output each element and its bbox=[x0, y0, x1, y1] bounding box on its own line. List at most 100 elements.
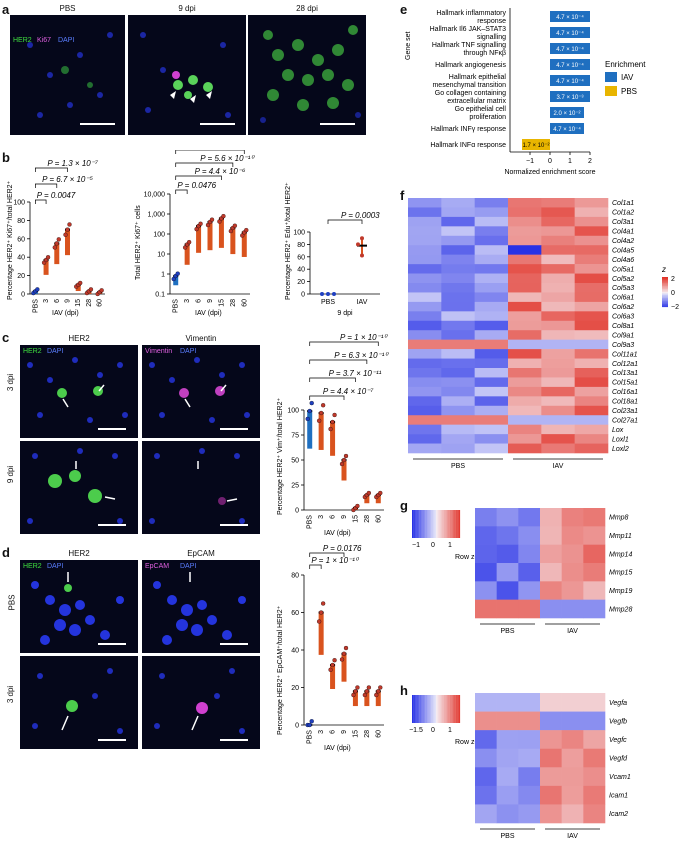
legend-gradient bbox=[662, 280, 668, 282]
panel-e-chart: −1 0 1 2 4.7 × 10⁻⁴ Hallmark inflammatoryresp… bbox=[405, 8, 646, 175]
micrograph-d-her2-pbs: HER2 DAPI bbox=[20, 560, 138, 653]
category-label: response bbox=[477, 18, 506, 25]
legend-gradient bbox=[431, 510, 433, 538]
row-label: Col27a1 bbox=[612, 417, 638, 424]
micrograph-a-pbs: HER2 Ki67 DAPI bbox=[10, 15, 125, 135]
heatmap-cell bbox=[474, 386, 509, 397]
heatmap-cell bbox=[518, 711, 541, 731]
y-axis-label: Percentage HER2⁺ Edu⁺/total HER2⁺ bbox=[285, 182, 292, 300]
heatmap-cell bbox=[574, 320, 609, 331]
legend-gradient bbox=[415, 510, 417, 538]
heatmap-cell bbox=[508, 424, 542, 435]
legend-gradient bbox=[422, 510, 425, 538]
category-label: mesenchymal transition bbox=[432, 82, 506, 89]
heatmap-cell bbox=[518, 544, 541, 564]
legend-gradient bbox=[438, 510, 440, 538]
heatmap-cell bbox=[574, 339, 609, 350]
p-value: P = 5.6 × 10⁻¹⁰ bbox=[200, 154, 255, 163]
row-label: Icam2 bbox=[609, 811, 628, 818]
p-value: P = 4.4 × 10⁻⁶ bbox=[195, 167, 247, 176]
data-point bbox=[332, 658, 337, 663]
heatmap-cell bbox=[508, 349, 542, 359]
data-point bbox=[45, 255, 51, 260]
legend-gradient bbox=[412, 695, 414, 723]
legend-tick: 1 bbox=[448, 727, 452, 734]
heatmap-cell bbox=[474, 311, 509, 322]
heatmap-cell bbox=[541, 283, 575, 293]
bar-label: 4.7 × 10⁻⁴ bbox=[553, 126, 581, 133]
heatmap-cell bbox=[474, 264, 509, 274]
heatmap-cell bbox=[474, 245, 509, 255]
heatmap-cell bbox=[441, 424, 475, 435]
data-point bbox=[78, 280, 83, 286]
group-label: PBS bbox=[500, 628, 514, 635]
bar bbox=[550, 59, 590, 70]
heatmap-cell bbox=[541, 339, 575, 350]
heatmap-cell bbox=[508, 198, 542, 208]
bar bbox=[550, 91, 590, 102]
y-axis-label: Percentage HER2⁺ Vim⁺/total HER2⁺ bbox=[277, 398, 284, 515]
y-tick-label: 60 bbox=[17, 236, 25, 243]
heatmap-cell bbox=[408, 368, 442, 378]
row-label: Col5a2 bbox=[612, 276, 634, 283]
heatmap-cell bbox=[441, 292, 475, 303]
legend-gradient bbox=[454, 510, 456, 538]
group-label: PBS bbox=[500, 833, 514, 840]
heatmap-cell bbox=[508, 377, 542, 388]
y-tick-label: 100 bbox=[293, 230, 305, 237]
y-tick-label: 10 bbox=[157, 252, 165, 259]
x-tick-label: IAV bbox=[357, 299, 368, 306]
data-point bbox=[67, 222, 72, 227]
heatmap-cell bbox=[475, 563, 497, 582]
heatmap-cell bbox=[541, 273, 575, 284]
heatmap-cell bbox=[518, 581, 541, 600]
heatmap-cell bbox=[474, 283, 509, 293]
legend-gradient bbox=[433, 695, 435, 723]
x-tick-label: PBS bbox=[321, 299, 335, 306]
micrograph-a-9dpi bbox=[128, 15, 246, 135]
data-point bbox=[209, 217, 215, 222]
heatmap-cell bbox=[408, 386, 442, 397]
category-label: signalling bbox=[477, 34, 506, 41]
heatmap-cell bbox=[408, 396, 442, 407]
row-label: Mmp15 bbox=[609, 570, 632, 577]
legend-gradient bbox=[449, 510, 451, 538]
bracket bbox=[309, 564, 322, 569]
heatmap-cell bbox=[583, 508, 606, 527]
panel-label-f: f bbox=[400, 188, 405, 203]
heatmap-cell bbox=[518, 785, 541, 805]
panel-c-chart: 0 25 50 75 100 PBS 3 6 9 15 28 60 P = 1 × 10⁻¹⁰ P = 6… bbox=[277, 333, 389, 537]
heatmap-cell bbox=[561, 599, 584, 619]
legend-gradient bbox=[418, 695, 420, 723]
legend-gradient bbox=[422, 695, 425, 723]
category-label: extracellular matrix bbox=[447, 98, 506, 105]
data-point bbox=[355, 685, 360, 690]
legend-gradient bbox=[662, 304, 668, 306]
heatmap-cell bbox=[561, 526, 584, 545]
data-point bbox=[228, 228, 234, 234]
heatmap-cell bbox=[518, 563, 541, 582]
data-point bbox=[318, 610, 324, 615]
legend-gradient bbox=[430, 510, 432, 538]
data-point bbox=[305, 416, 310, 422]
y-tick-label: 80 bbox=[291, 573, 299, 580]
legend-title: Row z-score bbox=[455, 739, 494, 746]
heatmap-cell bbox=[408, 216, 442, 227]
heatmap-cell bbox=[574, 368, 609, 378]
heatmap-cell bbox=[441, 415, 475, 425]
heatmap-cell bbox=[574, 273, 609, 284]
heatmap-cell bbox=[541, 368, 575, 378]
heatmap-cell bbox=[474, 292, 509, 303]
heatmap-cell bbox=[541, 198, 575, 208]
bar bbox=[550, 75, 590, 86]
legend-gradient bbox=[419, 695, 421, 723]
heatmap-cell bbox=[408, 198, 442, 208]
a-title-9dpi: 9 dpi bbox=[178, 4, 196, 13]
heatmap-cell bbox=[574, 207, 609, 218]
data-point bbox=[330, 662, 335, 668]
heatmap-cell bbox=[574, 443, 609, 454]
heatmap-cell bbox=[561, 581, 584, 600]
heatmap-cell bbox=[583, 581, 606, 600]
micrograph-a-28dpi bbox=[248, 15, 366, 135]
y-tick-label: 20 bbox=[297, 279, 305, 286]
